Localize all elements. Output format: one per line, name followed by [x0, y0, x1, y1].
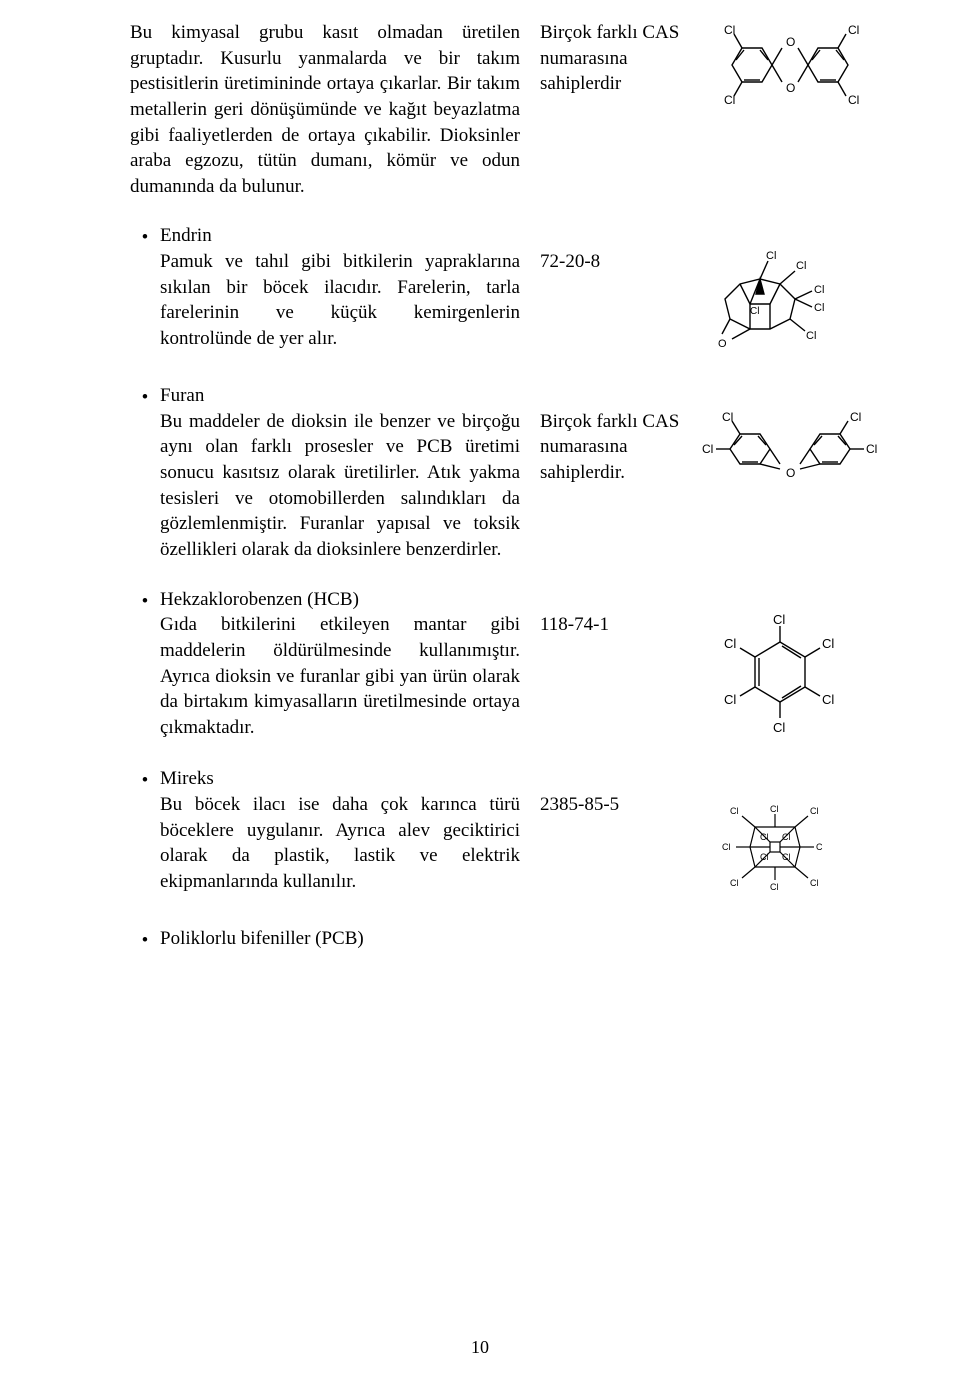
svg-text:O: O: [718, 338, 727, 350]
entry-structure: Cl Cl Cl Cl Cl C Cl Cl Cl Cl Cl Cl: [700, 792, 850, 902]
svg-text:C: C: [816, 842, 823, 852]
svg-text:Cl: Cl: [850, 410, 861, 424]
entry-furan: • Furan Bu maddeler de dioksin ile benze…: [130, 383, 850, 562]
entry-description: Gıda bitkilerini etkileyen mantar gibi m…: [160, 612, 520, 742]
intro-cas: Birçok farklı CAS numarasına sahiplerdir: [540, 20, 680, 199]
entry-endrin: • Endrin Pamuk ve tahıl gibi bitkilerin …: [130, 223, 850, 359]
svg-text:Cl: Cl: [760, 852, 769, 862]
entry-cas: 72-20-8: [540, 249, 680, 359]
entry-description: Bu maddeler de dioksin ile benzer ve bir…: [160, 409, 520, 563]
svg-text:Cl: Cl: [814, 302, 824, 314]
svg-text:Cl: Cl: [773, 612, 785, 627]
svg-text:Cl: Cl: [770, 804, 779, 814]
bullet: •: [130, 383, 160, 411]
svg-text:O: O: [786, 466, 795, 480]
svg-text:Cl: Cl: [810, 806, 819, 816]
svg-text:Cl: Cl: [760, 832, 769, 842]
svg-text:Cl: Cl: [822, 636, 834, 651]
svg-text:Cl: Cl: [724, 636, 736, 651]
bullet: •: [130, 587, 160, 615]
svg-text:O: O: [786, 81, 795, 95]
intro-row: Bu kimyasal grubu kasıt olmadan üretilen…: [130, 20, 850, 199]
entry-description: Bu böcek ilacı ise daha çok karınca türü…: [160, 792, 520, 902]
bullet: •: [130, 766, 160, 794]
entry-cas: Birçok farklı CAS numarasına sahiplerdir…: [540, 409, 680, 563]
entry-structure: Cl Cl Cl Cl O: [700, 409, 880, 563]
entry-title: Furan: [160, 383, 880, 409]
svg-text:Cl: Cl: [724, 23, 735, 37]
entry-title: Hekzaklorobenzen (HCB): [160, 587, 850, 613]
svg-text:Cl: Cl: [782, 832, 791, 842]
svg-text:Cl: Cl: [848, 93, 859, 107]
svg-text:Cl: Cl: [814, 284, 824, 296]
svg-text:Cl: Cl: [722, 842, 731, 852]
bullet: •: [130, 926, 160, 954]
entry-structure: Cl Cl Cl Cl Cl Cl O: [700, 249, 850, 359]
intro-structure: Cl Cl Cl Cl O O: [700, 20, 880, 199]
bullet: •: [130, 223, 160, 251]
svg-text:Cl: Cl: [796, 260, 806, 272]
entry-title: Mireks: [160, 766, 850, 792]
svg-text:Cl: Cl: [766, 250, 776, 262]
entry-pcb: • Poliklorlu bifeniller (PCB): [130, 926, 850, 954]
svg-text:Cl: Cl: [806, 330, 816, 342]
svg-text:Cl: Cl: [702, 442, 713, 456]
intro-description: Bu kimyasal grubu kasıt olmadan üretilen…: [130, 20, 520, 199]
entry-cas: 2385-85-5: [540, 792, 680, 902]
entry-title: Endrin: [160, 223, 850, 249]
entry-title: Poliklorlu bifeniller (PCB): [160, 926, 850, 952]
entry-structure: Cl Cl Cl Cl Cl Cl: [700, 612, 850, 742]
entry-cas: 118-74-1: [540, 612, 680, 742]
svg-text:Cl: Cl: [822, 692, 834, 707]
svg-text:Cl: Cl: [730, 878, 739, 888]
entry-hcb: • Hekzaklorobenzen (HCB) Gıda bitkilerin…: [130, 587, 850, 743]
svg-text:Cl: Cl: [722, 410, 733, 424]
svg-text:Cl: Cl: [810, 878, 819, 888]
svg-text:Cl: Cl: [750, 306, 759, 317]
svg-text:Cl: Cl: [782, 852, 791, 862]
entry-mireks: • Mireks Bu böcek ilacı ise daha çok kar…: [130, 766, 850, 902]
svg-text:Cl: Cl: [866, 442, 877, 456]
svg-text:Cl: Cl: [724, 692, 736, 707]
svg-text:Cl: Cl: [770, 882, 779, 892]
page-number: 10: [0, 1337, 960, 1358]
svg-text:Cl: Cl: [848, 23, 859, 37]
svg-text:Cl: Cl: [773, 720, 785, 735]
svg-text:Cl: Cl: [730, 806, 739, 816]
entry-description: Pamuk ve tahıl gibi bitkilerin yapraklar…: [160, 249, 520, 359]
svg-text:O: O: [786, 35, 795, 49]
svg-text:Cl: Cl: [724, 93, 735, 107]
